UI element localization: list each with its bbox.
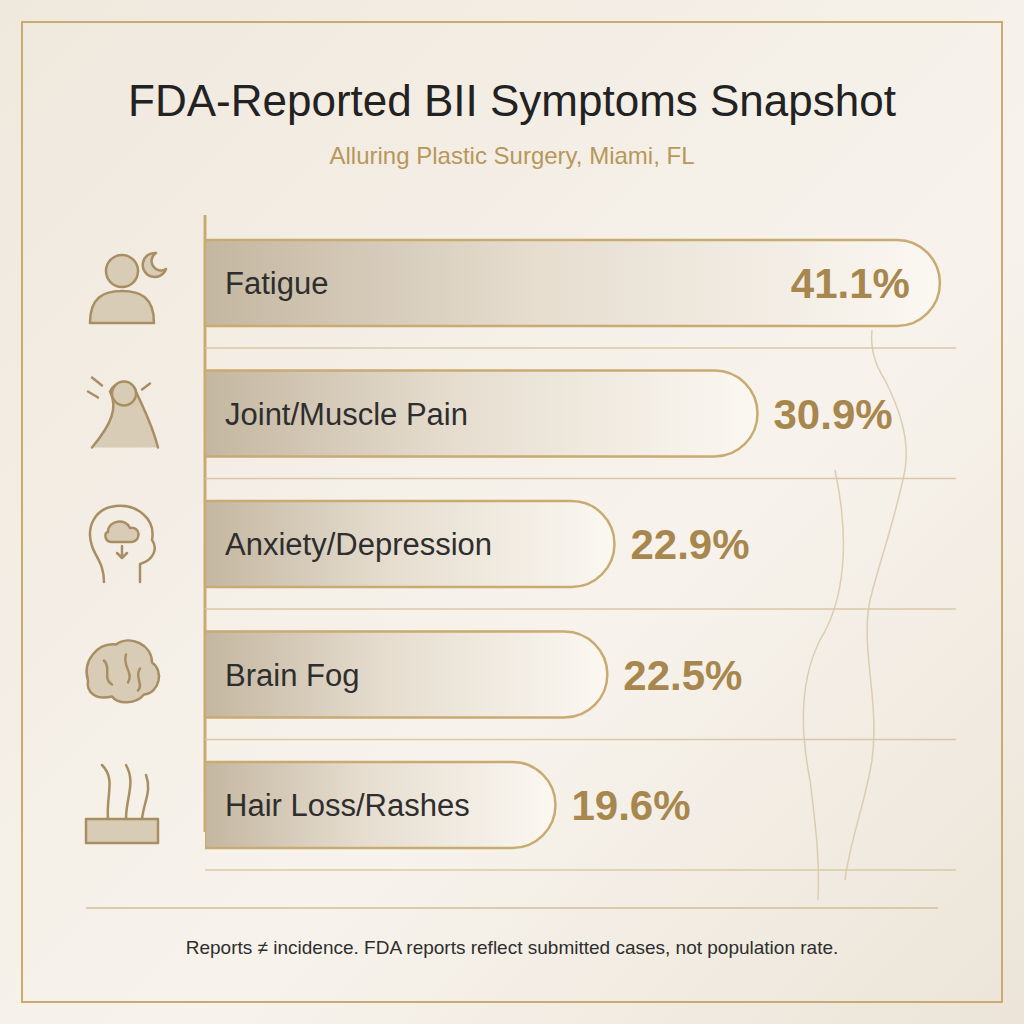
- data-label: 30.9%: [774, 391, 893, 438]
- chart: FDA-Reported BII Symptoms Snapshot Alluri…: [0, 0, 1024, 1024]
- icon: [86, 765, 158, 843]
- range-line: [205, 347, 956, 349]
- data-label: 41.1%: [791, 260, 910, 307]
- labels: Fatigue 41.1% Joint/Muscle Pain 30.9% Anxiet…: [225, 260, 910, 829]
- bar: [205, 632, 607, 718]
- icon: [90, 253, 166, 323]
- background: [0, 0, 1024, 1024]
- range-line: [205, 478, 956, 480]
- bar: [205, 240, 940, 326]
- data-label: 22.5%: [623, 652, 742, 699]
- icons: [86, 253, 166, 843]
- range-line: [205, 739, 956, 741]
- category-label: Hair Loss/Rashes: [225, 788, 470, 823]
- bar: [205, 762, 555, 848]
- category-label: Anxiety/Depression: [225, 527, 492, 562]
- range-line: [205, 608, 956, 610]
- subtitle: Alluring Plastic Surgery, Miami, FL: [330, 142, 695, 169]
- bar: [205, 371, 758, 457]
- category-label: Fatigue: [225, 266, 328, 301]
- footnote-rule: [86, 907, 938, 909]
- range-line: [205, 869, 956, 871]
- bar: [205, 501, 614, 587]
- bars: [205, 240, 940, 848]
- category-label: Joint/Muscle Pain: [225, 397, 468, 432]
- data-label: 22.9%: [630, 521, 749, 568]
- frame: [22, 22, 1002, 1002]
- category-label: Brain Fog: [225, 658, 359, 693]
- icon: [88, 378, 158, 448]
- data-label: 19.6%: [571, 782, 690, 829]
- chart-root: FDA-Reported BII Symptoms Snapshot Alluri…: [0, 0, 1024, 1024]
- title: FDA-Reported BII Symptoms Snapshot: [128, 76, 896, 125]
- footnote: Reports ≠ incidence. FDA reports reflect…: [186, 937, 839, 958]
- icon: [90, 506, 155, 582]
- icon: [87, 641, 159, 703]
